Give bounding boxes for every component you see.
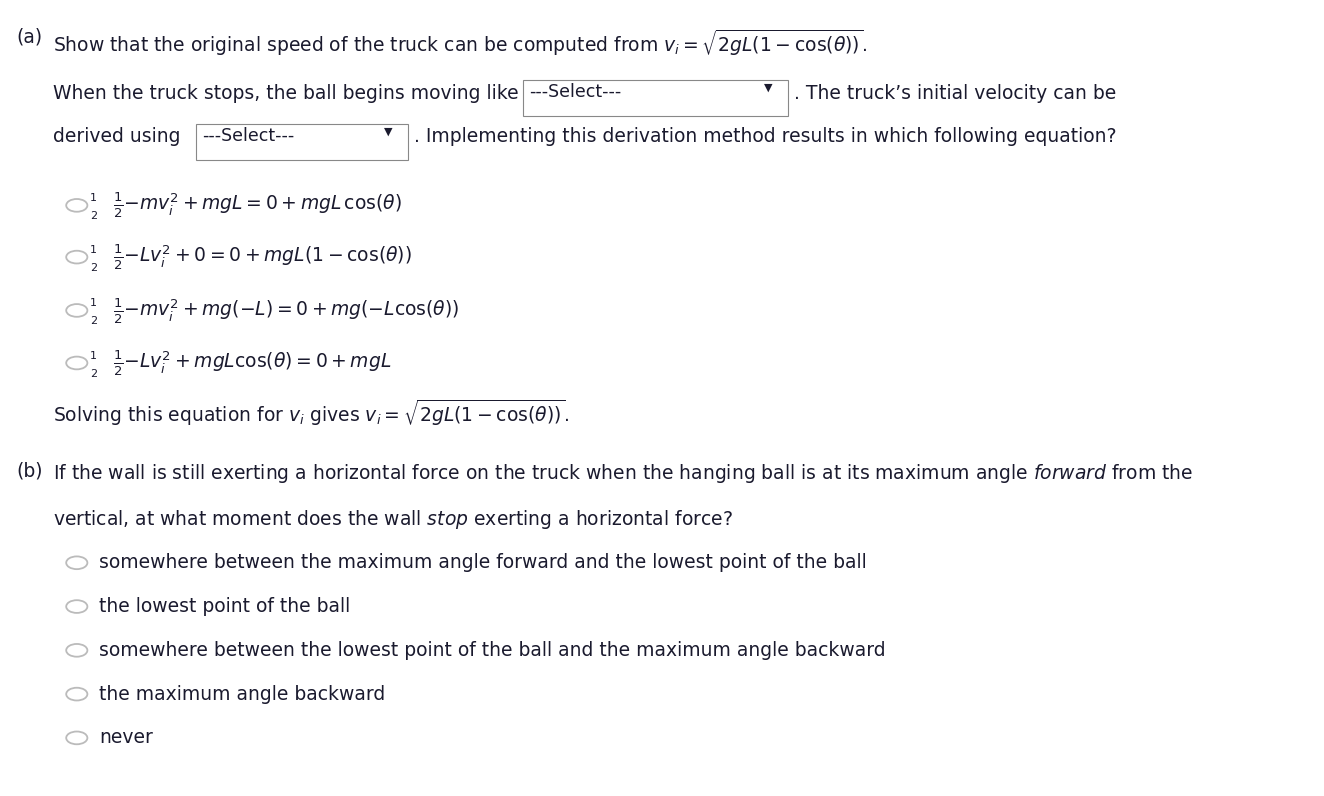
Text: ▼: ▼ bbox=[764, 83, 772, 93]
Text: ---Select---: ---Select--- bbox=[530, 83, 622, 101]
Text: . The truck’s initial velocity can be: . The truck’s initial velocity can be bbox=[794, 84, 1116, 103]
Text: the maximum angle backward: the maximum angle backward bbox=[99, 685, 385, 704]
Text: derived using: derived using bbox=[53, 127, 180, 146]
Text: 2: 2 bbox=[90, 263, 97, 273]
Text: $\frac{1}{2}{-}mv_i^2 + mg({-}L) = 0 + mg({-}L\cos(\theta))$: $\frac{1}{2}{-}mv_i^2 + mg({-}L) = 0 + m… bbox=[113, 296, 459, 326]
Text: ▼: ▼ bbox=[384, 127, 392, 137]
FancyBboxPatch shape bbox=[523, 80, 788, 116]
Text: 1: 1 bbox=[90, 193, 97, 204]
Text: Solving this equation for $v_i$ gives $v_i = \sqrt{2gL(1 - \cos(\theta))}$.: Solving this equation for $v_i$ gives $v… bbox=[53, 398, 569, 428]
Text: If the wall is still exerting a horizontal force on the truck when the hanging b: If the wall is still exerting a horizont… bbox=[53, 462, 1193, 485]
Text: the lowest point of the ball: the lowest point of the ball bbox=[99, 597, 351, 616]
Text: somewhere between the lowest point of the ball and the maximum angle backward: somewhere between the lowest point of th… bbox=[99, 641, 886, 660]
Text: When the truck stops, the ball begins moving like a: When the truck stops, the ball begins mo… bbox=[53, 84, 536, 103]
FancyBboxPatch shape bbox=[196, 124, 408, 160]
Text: 1: 1 bbox=[90, 298, 97, 309]
Text: 1: 1 bbox=[90, 351, 97, 361]
Text: somewhere between the maximum angle forward and the lowest point of the ball: somewhere between the maximum angle forw… bbox=[99, 553, 867, 572]
Text: $\frac{1}{2}{-}mv_i^2 + mgL = 0 + mgL\,\cos(\theta)$: $\frac{1}{2}{-}mv_i^2 + mgL = 0 + mgL\,\… bbox=[113, 191, 401, 220]
Text: 2: 2 bbox=[90, 316, 97, 326]
Text: $\frac{1}{2}{-}Lv_i^2 + mgL\cos(\theta) = 0 + mgL$: $\frac{1}{2}{-}Lv_i^2 + mgL\cos(\theta) … bbox=[113, 349, 391, 378]
Text: ---Select---: ---Select--- bbox=[203, 127, 295, 145]
Text: (b): (b) bbox=[16, 462, 42, 481]
Text: vertical, at what moment does the wall $\it{stop}$ exerting a horizontal force?: vertical, at what moment does the wall $… bbox=[53, 508, 733, 531]
Text: Show that the original speed of the truck can be computed from $v_i = \sqrt{2gL(: Show that the original speed of the truc… bbox=[53, 28, 867, 58]
Text: never: never bbox=[99, 728, 154, 747]
Text: $\frac{1}{2}{-}Lv_i^2 + 0 = 0 + mgL(1 - \cos(\theta))$: $\frac{1}{2}{-}Lv_i^2 + 0 = 0 + mgL(1 - … bbox=[113, 243, 412, 272]
Text: 2: 2 bbox=[90, 369, 97, 379]
Text: . Implementing this derivation method results in which following equation?: . Implementing this derivation method re… bbox=[414, 127, 1117, 146]
Text: 1: 1 bbox=[90, 245, 97, 256]
Text: (a): (a) bbox=[16, 28, 42, 47]
Text: 2: 2 bbox=[90, 211, 97, 221]
